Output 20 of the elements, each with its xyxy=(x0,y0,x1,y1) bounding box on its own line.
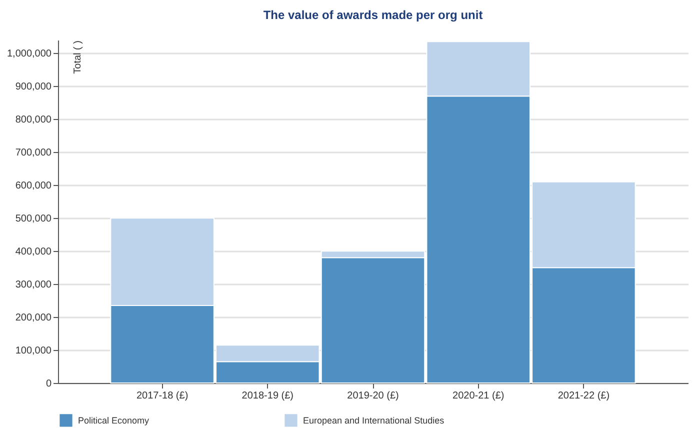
x-tick-label: 2017-18 (£) xyxy=(136,390,188,402)
y-tick-label: 800,000 xyxy=(15,114,52,126)
x-tick-label: 2020-21 (£) xyxy=(452,390,504,402)
y-tick-label: 0 xyxy=(46,378,52,390)
y-tick-label: 900,000 xyxy=(15,82,52,93)
x-tick-label: 2018-19 (£) xyxy=(242,390,294,402)
y-axis-title: Total ( ) xyxy=(72,40,84,74)
y-tick-label: 700,000 xyxy=(15,148,52,159)
y-tick-label: 500,000 xyxy=(15,214,52,225)
chart-title: The value of awards made per org unit xyxy=(263,8,483,22)
y-tick-label: 1,000,000 xyxy=(7,48,52,60)
x-tick-label: 2019-20 (£) xyxy=(347,390,399,402)
y-tick-label: 600,000 xyxy=(15,180,52,192)
y-tick-label: 100,000 xyxy=(15,346,52,357)
legend-label: Political Economy xyxy=(78,415,150,426)
y-tick-label: 400,000 xyxy=(15,246,52,258)
y-tick-label: 200,000 xyxy=(15,312,52,324)
legend-label: European and International Studies xyxy=(303,415,445,426)
y-tick-label: 300,000 xyxy=(15,280,52,291)
x-tick-label: 2021-22 (£) xyxy=(558,390,610,402)
